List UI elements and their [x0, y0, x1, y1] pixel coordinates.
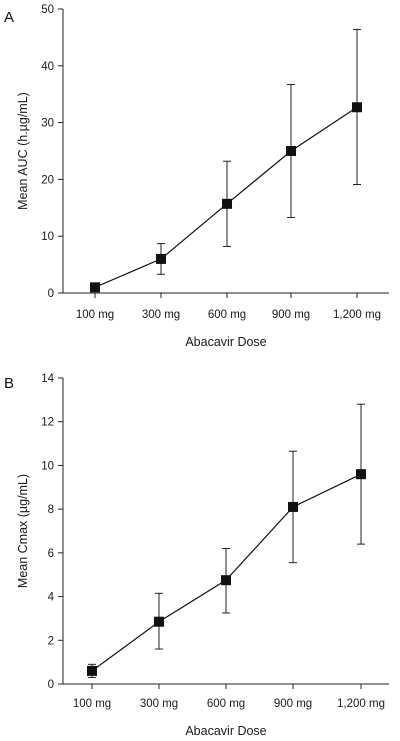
- series-line: [94, 106, 358, 288]
- data-point-marker: [288, 501, 298, 512]
- y-tick-label: 0: [48, 679, 54, 691]
- data-point-marker: [154, 616, 164, 627]
- x-tick-label: 1,200 mg: [333, 309, 381, 321]
- x-axis-title: Abacavir Dose: [185, 335, 266, 349]
- x-tick-label: 600 mg: [207, 698, 245, 710]
- data-point-marker: [87, 665, 97, 676]
- data-point-marker: [90, 282, 100, 293]
- y-tick-label: 50: [41, 4, 54, 16]
- x-tick-label: 1,200 mg: [337, 698, 385, 710]
- y-axis-title: Mean AUC (h.µg/mL): [16, 92, 30, 210]
- y-tick-label: 6: [48, 548, 54, 560]
- x-tick-label: 300 mg: [142, 309, 180, 321]
- x-tick-label: 100 mg: [73, 698, 111, 710]
- y-axis-title: Mean Cmax (µg/mL): [16, 474, 30, 588]
- chart-panel-b: B 0 2 4 6 8 10 12 14 100 mg 300 mg 600 mg 900 mg 1,20…: [4, 373, 389, 738]
- panel-label: A: [4, 9, 14, 26]
- data-point-marker: [156, 253, 166, 264]
- x-tick-label: 900 mg: [274, 698, 312, 710]
- data-point-marker: [221, 575, 231, 586]
- x-tick-label: 300 mg: [140, 698, 178, 710]
- y-tick-label: 12: [41, 417, 54, 429]
- y-tick-label: 10: [41, 460, 54, 472]
- y-tick-label: 8: [48, 504, 54, 516]
- x-axis-title: Abacavir Dose: [185, 724, 266, 738]
- data-point-marker: [222, 198, 232, 209]
- x-tick-label: 100 mg: [76, 309, 114, 321]
- x-tick-label: 600 mg: [208, 309, 246, 321]
- y-tick-label: 14: [41, 373, 54, 385]
- x-tick-label: 900 mg: [272, 309, 310, 321]
- data-point-marker: [352, 102, 362, 113]
- y-tick-label: 30: [41, 118, 54, 130]
- y-tick-label: 20: [41, 174, 54, 186]
- y-tick-label: 0: [48, 288, 54, 300]
- data-point-marker: [356, 469, 366, 480]
- data-point-marker: [286, 146, 296, 156]
- y-tick-label: 4: [48, 592, 55, 604]
- chart-panel-a: A 0 10 20 30 40 50 100 mg 300 mg 600 mg 900 mg 1,20…: [4, 4, 389, 349]
- panel-label: B: [4, 375, 14, 392]
- y-tick-label: 10: [41, 231, 54, 243]
- y-tick-label: 2: [48, 635, 54, 647]
- y-tick-label: 40: [41, 61, 54, 73]
